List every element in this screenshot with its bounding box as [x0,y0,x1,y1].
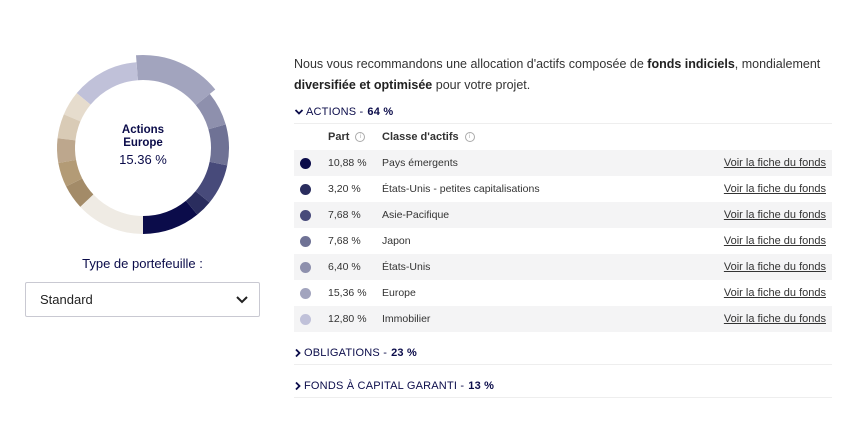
color-dot [300,261,311,273]
info-icon[interactable]: i [355,132,366,143]
intro-bold: fonds indiciels [647,57,735,71]
chevron-down-icon [236,295,248,303]
section-capital-garanti-toggle[interactable]: FONDS À CAPITAL GARANTI - 13 % [294,375,832,398]
intro-part: Nous vous recommandons une allocation d'… [294,57,648,71]
table-row: 12,80 % Immobilier Voir la fiche du fond… [294,306,832,332]
donut-segment-états-unis-petites-capitalisations[interactable] [185,191,210,215]
donut-segment-obligations[interactable] [63,93,91,122]
fund-sheet-link[interactable]: Voir la fiche du fonds [723,209,826,221]
fund-sheet-link[interactable]: Voir la fiche du fonds [723,261,826,273]
row-class: Immobilier [382,313,431,325]
row-part: 12,80 % [328,313,367,325]
asset-table-body: 10,88 % Pays émergents Voir la fiche du … [294,150,832,332]
color-dot [300,235,311,247]
chevron-right-icon [295,381,301,391]
donut-segment-obligations[interactable] [57,138,77,164]
fund-sheet-link[interactable]: Voir la fiche du fonds [723,313,826,325]
table-row: 3,20 % États-Unis - petites capitalisati… [294,176,832,202]
row-part: 15,36 % [328,287,367,299]
portfolio-type-value: Standard [40,292,93,307]
row-class: Asie-Pacifique [382,209,450,221]
donut-segment-asie-pacifique[interactable] [195,161,228,203]
section-percent: 13 % [468,380,495,392]
row-part: 3,20 % [328,183,361,195]
section-label: ACTIONS [306,106,357,118]
intro-part: pour votre projet. [432,78,531,92]
fund-sheet-link[interactable]: Voir la fiche du fonds [723,183,826,195]
chevron-down-icon [294,109,304,115]
table-row: 6,40 % États-Unis Voir la fiche du fonds [294,254,832,280]
table-header: Part i Classe d'actifs i [294,124,832,150]
color-dot [300,157,311,169]
column-class-label: Classe d'actifs [382,131,459,143]
color-dot [300,209,311,221]
row-class: États-Unis [382,261,431,273]
donut-segment-obligations[interactable] [57,114,81,141]
row-part: 6,40 % [328,261,361,273]
row-class: Japon [382,235,411,247]
intro-part: , mondialement [734,57,821,71]
donut-segment-obligations[interactable] [66,178,94,207]
fund-sheet-link[interactable]: Voir la fiche du fonds [723,235,826,247]
row-part: 10,88 % [328,157,367,169]
section-obligations-toggle[interactable]: OBLIGATIONS - 23 % [294,342,832,365]
donut-segment-europe[interactable] [135,55,216,106]
table-row: 15,36 % Europe Voir la fiche du fonds [294,280,832,306]
intro-text: Nous vous recommandons une allocation d'… [294,54,832,96]
table-row: 7,68 % Japon Voir la fiche du fonds [294,228,832,254]
column-class: Classe d'actifs i [382,131,832,143]
row-class: États-Unis - petites capitalisations [382,183,540,195]
section-label: OBLIGATIONS [304,347,380,359]
section-actions-toggle[interactable]: ACTIONS - 64 % [294,101,832,124]
allocation-donut-chart [57,55,230,234]
color-dot [300,313,311,325]
chevron-right-icon [295,348,301,358]
donut-center-value: 15.36 % [119,152,167,167]
section-label: FONDS À CAPITAL GARANTI [304,380,458,392]
info-icon[interactable]: i [464,132,475,143]
section-percent: 64 % [367,106,394,118]
donut-center-subtitle: Europe [123,137,163,149]
color-dot [300,287,311,299]
section-percent: 23 % [391,347,417,359]
column-part: Part i [328,131,382,143]
donut-center-label: Actions Europe 15.36 % [47,124,239,167]
color-dot [300,183,311,195]
intro-bold: diversifiée et optimisée [294,78,433,92]
donut-center-title: Actions [121,124,165,136]
allocation-details: Nous vous recommandons une allocation d'… [294,54,832,398]
donut-segment-immobilier[interactable] [76,62,138,105]
row-part: 7,68 % [328,235,361,247]
portfolio-type-label: Type de portefeuille : [82,256,203,271]
donut-segment-pays-émergents[interactable] [143,200,198,234]
donut-segment-états-unis[interactable] [195,93,226,130]
donut-segment-japon[interactable] [208,124,230,166]
table-row: 10,88 % Pays émergents Voir la fiche du … [294,150,832,176]
donut-segment-obligations[interactable] [58,159,83,187]
table-row: 7,68 % Asie-Pacifique Voir la fiche du f… [294,202,832,228]
row-class: Europe [382,287,416,299]
row-part: 7,68 % [328,209,361,221]
fund-sheet-link[interactable]: Voir la fiche du fonds [723,287,826,299]
portfolio-type-select[interactable]: Standard [25,282,260,317]
fund-sheet-link[interactable]: Voir la fiche du fonds [723,157,826,169]
donut-segment-fonds-à-capital-garanti[interactable] [80,194,143,234]
row-class: Pays émergents [382,157,458,169]
column-part-label: Part [328,131,350,143]
